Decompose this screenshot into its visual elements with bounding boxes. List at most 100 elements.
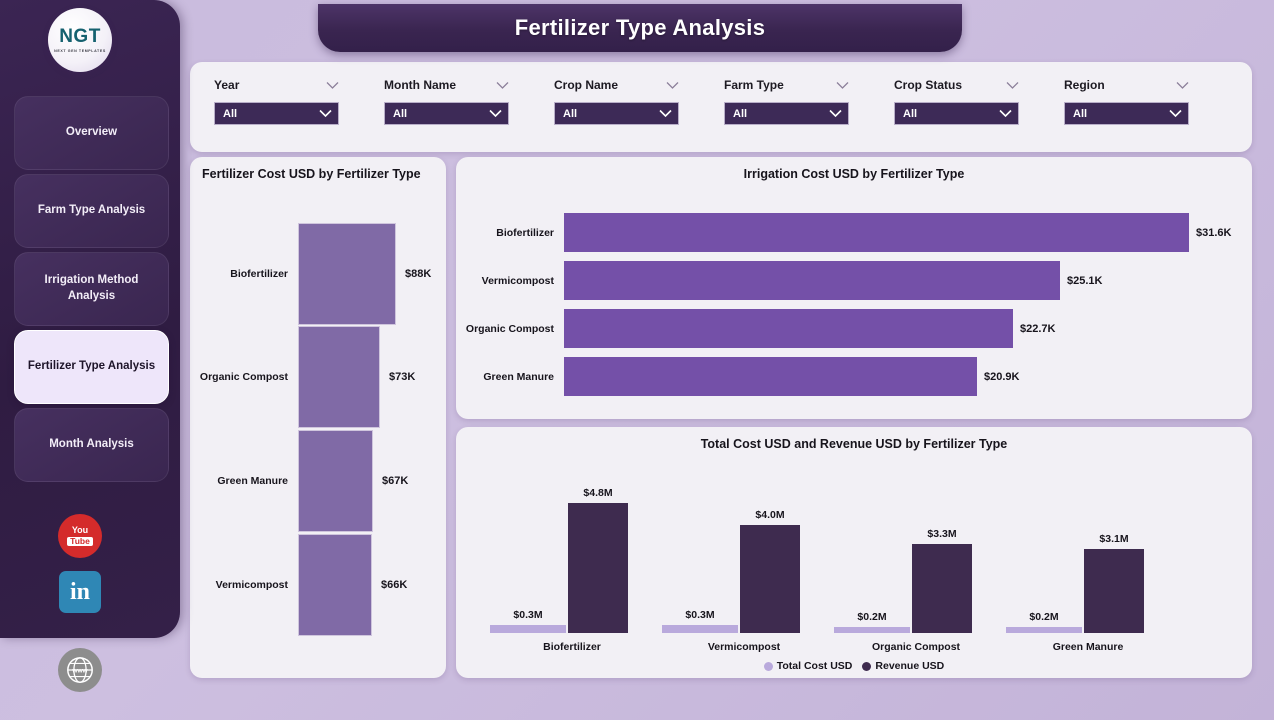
irrigation-cost-value-label: $22.7K	[1020, 322, 1056, 335]
filter-crop-status-value: All	[903, 107, 918, 120]
filter-month-name: Month Name All	[384, 78, 554, 125]
total-cost-bar[interactable]	[490, 625, 566, 633]
irrigation-cost-category-label: Vermicompost	[481, 274, 554, 287]
filter-crop-status-header[interactable]: Crop Status	[894, 78, 1019, 92]
fertilizer-cost-category-label: Organic Compost	[199, 371, 288, 383]
sidebar-item-fertilizer-type-analysis[interactable]: Fertilizer Type Analysis	[14, 330, 169, 404]
revenue-value-label: $3.3M	[927, 528, 957, 540]
revenue-bar[interactable]	[1084, 549, 1144, 633]
total-cost-revenue-group: $0.2M $3.3M Organic Compost	[828, 463, 1004, 653]
filter-month-name-header[interactable]: Month Name	[384, 78, 509, 92]
chevron-down-icon	[659, 109, 672, 118]
chevron-down-icon	[1006, 81, 1019, 89]
linkedin-link[interactable]: in	[58, 570, 102, 614]
filter-region-label: Region	[1064, 78, 1105, 92]
chevron-down-icon	[666, 81, 679, 89]
fertilizer-cost-bar[interactable]	[298, 223, 396, 325]
filter-region-dropdown[interactable]: All	[1064, 102, 1189, 125]
filter-month-name-dropdown[interactable]: All	[384, 102, 509, 125]
revenue-bar[interactable]	[568, 503, 628, 633]
legend-item[interactable]: Revenue USD	[862, 660, 944, 672]
fertilizer-cost-category-label: Green Manure	[217, 475, 288, 487]
youtube-link[interactable]: You Tube	[58, 514, 102, 558]
filter-year-header[interactable]: Year	[214, 78, 339, 92]
filter-farm-type-header[interactable]: Farm Type	[724, 78, 849, 92]
filter-crop-name-header[interactable]: Crop Name	[554, 78, 679, 92]
filter-farm-type: Farm Type All	[724, 78, 894, 125]
irrigation-cost-bar-row[interactable]: Green Manure $20.9K	[456, 357, 1252, 396]
total-cost-bar[interactable]	[834, 627, 910, 633]
total-cost-revenue-category-label: Vermicompost	[707, 641, 781, 653]
filter-month-name-label: Month Name	[384, 78, 456, 92]
total-cost-revenue-chart-title: Total Cost USD and Revenue USD by Fertil…	[700, 437, 1008, 451]
website-link[interactable]: www	[58, 648, 102, 692]
legend-item[interactable]: Total Cost USD	[763, 660, 852, 672]
filter-year-dropdown[interactable]: All	[214, 102, 339, 125]
chevron-down-icon	[489, 109, 502, 118]
irrigation-cost-category-label: Biofertilizer	[496, 226, 554, 239]
total-cost-bar[interactable]	[1006, 627, 1082, 633]
total-cost-value-label: $0.3M	[685, 609, 715, 621]
total-cost-revenue-chart-card: Total Cost USD and Revenue USD by Fertil…	[456, 427, 1252, 678]
sidebar-item-label: Overview	[65, 126, 118, 139]
revenue-bar[interactable]	[740, 525, 800, 633]
irrigation-cost-value-label: $20.9K	[984, 370, 1020, 383]
youtube-icon-line1: You	[71, 525, 89, 536]
fertilizer-cost-bar[interactable]	[298, 534, 372, 636]
filter-year-value: All	[223, 107, 238, 120]
sidebar-item-farm-type-analysis[interactable]: Farm Type Analysis	[14, 174, 169, 248]
total-cost-revenue-plot: $0.3M $4.8M Biofertilizer $0.3M $4.0M Vermico…	[484, 463, 1224, 653]
legend-label: Revenue USD	[875, 660, 945, 672]
total-cost-revenue-category-label: Green Manure	[1052, 641, 1124, 653]
chevron-down-icon	[326, 81, 339, 89]
filter-bar: Year All Month Name All Crop N	[190, 62, 1252, 152]
total-cost-bar[interactable]	[662, 625, 738, 633]
sidebar-item-label: Irrigation Method Analysis	[44, 274, 139, 302]
linkedin-icon: in	[59, 571, 101, 613]
fertilizer-cost-bar-row[interactable]: Biofertilizer $88K	[190, 223, 446, 325]
sidebar: Overview Farm Type Analysis Irrigation M…	[0, 0, 180, 638]
filter-crop-name-value: All	[563, 107, 578, 120]
sidebar-item-overview[interactable]: Overview	[14, 96, 169, 170]
irrigation-cost-chart-title: Irrigation Cost USD by Fertilizer Type	[743, 167, 965, 181]
irrigation-cost-bar[interactable]	[564, 309, 1013, 348]
fertilizer-cost-value-label: $88K	[405, 268, 432, 280]
chevron-down-icon	[829, 109, 842, 118]
sidebar-item-label: Month Analysis	[49, 438, 134, 451]
total-cost-revenue-group: $0.3M $4.0M Vermicompost	[656, 463, 832, 653]
fertilizer-cost-value-label: $66K	[381, 579, 408, 591]
chevron-down-icon	[1169, 109, 1182, 118]
filter-region-header[interactable]: Region	[1064, 78, 1189, 92]
sidebar-item-irrigation-method-analysis[interactable]: Irrigation Method Analysis	[14, 252, 169, 326]
fertilizer-cost-chart-card: Fertilizer Cost USD by Fertilizer Type B…	[190, 157, 446, 678]
filter-farm-type-dropdown[interactable]: All	[724, 102, 849, 125]
irrigation-cost-bar-row[interactable]: Biofertilizer $31.6K	[456, 213, 1252, 252]
irrigation-cost-bar[interactable]	[564, 261, 1060, 300]
total-cost-value-label: $0.2M	[857, 611, 887, 623]
globe-icon: www	[67, 657, 93, 683]
chevron-down-icon	[836, 81, 849, 89]
irrigation-cost-bar[interactable]	[564, 213, 1189, 252]
fertilizer-cost-bar-row[interactable]: Vermicompost $66K	[190, 534, 446, 636]
irrigation-cost-bar-row[interactable]: Organic Compost $22.7K	[456, 309, 1252, 348]
fertilizer-cost-value-label: $73K	[389, 371, 416, 383]
fertilizer-cost-bar[interactable]	[298, 326, 380, 428]
filter-crop-status-dropdown[interactable]: All	[894, 102, 1019, 125]
revenue-bar[interactable]	[912, 544, 972, 633]
brand-logo: NGT NEXT GEN TEMPLATES	[48, 8, 112, 72]
fertilizer-cost-bar-row[interactable]: Organic Compost $73K	[190, 326, 446, 428]
irrigation-cost-category-label: Green Manure	[483, 370, 554, 383]
fertilizer-cost-category-label: Vermicompost	[215, 579, 288, 591]
sidebar-item-month-analysis[interactable]: Month Analysis	[14, 408, 169, 482]
page-header: Fertilizer Type Analysis	[318, 4, 962, 52]
fertilizer-cost-bar-row[interactable]: Green Manure $67K	[190, 430, 446, 532]
fertilizer-cost-bar[interactable]	[298, 430, 373, 532]
chevron-down-icon	[319, 109, 332, 118]
filter-crop-name-dropdown[interactable]: All	[554, 102, 679, 125]
irrigation-cost-bar-row[interactable]: Vermicompost $25.1K	[456, 261, 1252, 300]
fertilizer-cost-value-label: $67K	[382, 475, 409, 487]
filter-region: Region All	[1064, 78, 1234, 125]
chevron-down-icon	[999, 109, 1012, 118]
page-title: Fertilizer Type Analysis	[514, 15, 766, 40]
irrigation-cost-bar[interactable]	[564, 357, 977, 396]
